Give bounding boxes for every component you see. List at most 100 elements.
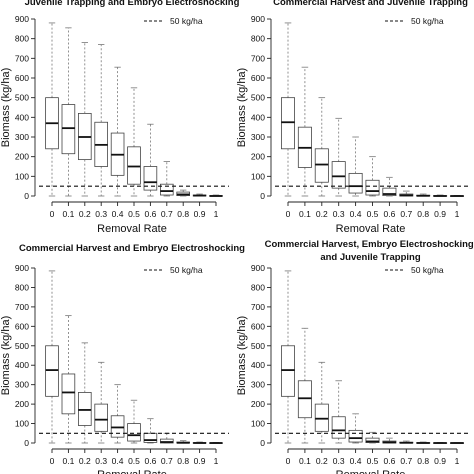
box-1 [209,442,223,444]
y-tick-label: 200 [15,152,29,162]
box-0.2 [78,42,92,197]
box-1 [209,194,223,197]
x-tick-label: 0.1 [299,456,311,466]
y-tick-label: 800 [251,282,265,292]
y-tick-label: 300 [15,132,29,142]
legend-label: 50 kg/ha [411,16,444,26]
y-tick-label: 200 [251,152,265,162]
box-iqr [45,345,59,397]
box-iqr [314,148,329,183]
box-0 [45,22,59,197]
y-tick-label: 900 [15,263,29,273]
panel-title: Commercial Harvest and Embryo Electrosho… [19,243,245,254]
box-0.5 [127,87,141,197]
x-tick-label: 0.4 [112,209,124,219]
x-tick-label: 0.2 [79,456,91,466]
box-0.4 [110,66,125,197]
x-tick-label: 0 [286,209,291,219]
box-0.5 [365,431,380,444]
x-tick-label: 1 [455,209,460,219]
x-tick-label: 0.6 [383,209,395,219]
x-tick-label: 0.9 [194,209,206,219]
y-tick-label: 500 [15,341,29,351]
y-tick-label: 700 [251,302,265,312]
y-tick-label: 100 [15,419,29,429]
panel-title: and Juvenile Trapping [320,252,420,263]
box-0 [281,270,295,444]
box-0.9 [192,441,207,444]
box-iqr [61,373,76,415]
x-tick-label: 0.3 [333,209,345,219]
legend-label: 50 kg/ha [170,16,203,26]
y-tick-label: 700 [15,302,29,312]
box-0.7 [399,440,414,444]
box-iqr [127,423,141,442]
x-tick-label: 0.9 [434,456,446,466]
box-iqr [297,380,312,419]
x-tick-label: 1 [455,456,460,466]
y-tick-label: 0 [24,438,29,448]
y-tick-label: 600 [251,321,265,331]
panel-title: Commercial Harvest, Embryo Electroshocki… [265,239,474,250]
box-0.7 [160,432,174,444]
box-iqr [348,429,363,443]
y-tick-label: 500 [251,341,265,351]
box-1 [450,442,464,444]
box-iqr [314,403,329,432]
box-0.7 [399,190,414,197]
x-tick-label: 0.8 [177,209,189,219]
x-tick-label: 0 [50,209,55,219]
box-0.1 [297,66,312,197]
chart-panel-2: Commercial Harvest and Juvenile Trapping… [236,0,470,235]
x-tick-label: 0.1 [62,209,74,219]
y-axis-label: Biomass (kg/ha) [0,316,12,395]
y-tick-label: 500 [251,93,265,103]
x-axis-label: Removal Rate [97,223,167,235]
box-0 [45,270,59,444]
box-0.9 [433,442,448,444]
x-tick-label: 0.8 [417,456,429,466]
y-tick-label: 400 [251,112,265,122]
box-0.1 [297,327,312,444]
y-tick-label: 900 [15,14,29,24]
x-tick-label: 0.4 [350,209,362,219]
box-0.6 [143,123,158,197]
box-0.5 [365,156,380,197]
chart-panel-1: Juvenile Trapping and Embryo Electroshoc… [0,0,240,235]
y-tick-label: 300 [251,132,265,142]
box-iqr [127,146,141,185]
y-tick-label: 0 [24,191,29,201]
y-tick-label: 500 [15,93,29,103]
x-tick-label: 0.5 [367,456,379,466]
y-tick-label: 300 [251,380,265,390]
x-tick-label: 0.8 [417,209,429,219]
chart-panel-4: Commercial Harvest, Embryo Electroshocki… [236,239,474,474]
box-0.5 [127,399,141,444]
y-tick-label: 900 [251,263,265,273]
box-0.2 [314,361,329,444]
x-tick-label: 0.5 [128,456,140,466]
x-tick-label: 0.8 [177,456,189,466]
y-tick-label: 200 [251,399,265,409]
box-0.6 [382,437,397,444]
y-tick-label: 400 [15,112,29,122]
x-axis-label: Removal Rate [97,469,167,474]
x-tick-label: 0.9 [194,456,206,466]
x-tick-label: 0.3 [95,456,107,466]
x-tick-label: 0.7 [400,456,412,466]
y-tick-label: 800 [15,282,29,292]
box-iqr [110,415,125,438]
x-tick-label: 0.5 [128,209,140,219]
box-0.4 [110,384,125,444]
box-0.6 [143,418,158,444]
y-tick-label: 800 [15,34,29,44]
box-iqr [160,183,174,196]
box-0.3 [94,361,108,444]
x-tick-label: 0.7 [400,209,412,219]
legend-label: 50 kg/ha [170,265,203,275]
x-tick-label: 0.1 [62,456,74,466]
box-iqr [365,437,380,444]
box-0.8 [416,193,431,197]
x-tick-label: 1 [214,456,219,466]
x-tick-label: 0.6 [144,209,156,219]
